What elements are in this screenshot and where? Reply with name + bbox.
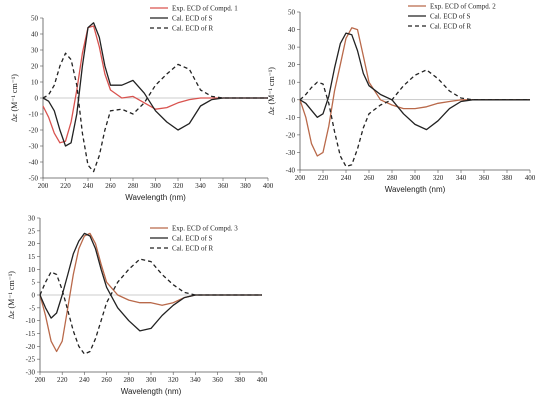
legend-label-1: Exp. ECD of Compd. 3 [172, 225, 238, 233]
x-tick-label: 380 [240, 182, 251, 190]
series-line-1 [39, 232, 262, 353]
legend-label-1: Exp. ECD of Compd. 2 [430, 3, 496, 11]
y-tick-label: -10 [286, 114, 296, 122]
series-line-2 [42, 22, 268, 147]
chart-panel-3: 200 220 240 260 280 300 320 340 360 380 400 30 25 20 1… [7, 215, 268, 397]
legend-label-2: Cal. ECD of S [430, 13, 471, 21]
y-tick-label: -40 [286, 167, 296, 175]
y-axis-title: Δε (M⁻¹ cm⁻¹) [267, 67, 276, 115]
x-tick-label: 340 [456, 174, 467, 182]
y-tick-label: -30 [29, 143, 39, 151]
y-axis-title: Δε (M⁻¹ cm⁻¹) [10, 74, 19, 122]
series-line-3 [42, 52, 268, 173]
x-tick-label: 260 [101, 376, 112, 384]
x-tick-label: 300 [150, 182, 161, 190]
x-tick-label: 280 [128, 182, 139, 190]
x-tick-label: 300 [146, 376, 157, 384]
y-tick-label: 10 [31, 79, 39, 87]
series-line-1 [42, 25, 268, 144]
y-tick-label: -50 [29, 175, 39, 183]
y-tick-label: 0 [292, 96, 296, 104]
x-tick-label: 400 [263, 182, 274, 190]
x-tick-label: 400 [257, 376, 268, 384]
y-tick-label: -10 [29, 111, 39, 119]
series-line-1 [299, 27, 530, 157]
x-tick-label: 240 [79, 376, 90, 384]
y-tick-label: 30 [28, 215, 36, 223]
x-tick-label: 380 [502, 174, 513, 182]
y-tick-label: 15 [28, 253, 36, 261]
x-axis-title: Wavelength (nm) [121, 387, 182, 396]
y-tick-label: -30 [26, 369, 36, 377]
y-tick-label: 20 [288, 61, 296, 69]
y-tick-label: -20 [29, 127, 39, 135]
x-tick-label: 340 [195, 182, 206, 190]
series-line-2 [299, 32, 530, 131]
x-tick-label: 300 [410, 174, 421, 182]
y-tick-label: 20 [28, 240, 36, 248]
chart-panel-2: 200 220 240 260 280 300 320 340 360 380 4005040302… [267, 3, 536, 195]
legend-label-2: Cal. ECD of S [172, 235, 213, 243]
y-tick-label: 0 [35, 95, 39, 103]
x-tick-label: 200 [35, 376, 46, 384]
y-tick-label: 20 [31, 63, 39, 71]
x-tick-label: 220 [57, 376, 68, 384]
y-tick-label: -30 [286, 149, 296, 157]
y-tick-label: -40 [29, 159, 39, 167]
legend-label-3: Cal. ECD of R [430, 23, 472, 31]
x-axis-title: Wavelength (nm) [385, 185, 446, 194]
y-tick-label: 30 [288, 44, 296, 52]
x-tick-label: 260 [105, 182, 116, 190]
y-tick-label: 5 [32, 279, 36, 287]
x-tick-label: 380 [235, 376, 246, 384]
x-tick-label: 360 [218, 182, 229, 190]
legend-label-2: Cal. ECD of S [172, 15, 213, 23]
y-tick-label: 50 [31, 15, 39, 23]
y-tick-label: 50 [288, 9, 296, 17]
y-tick-label: -20 [286, 131, 296, 139]
legend-label-1: Exp. ECD of Compd. 1 [172, 5, 238, 13]
x-tick-label: 200 [295, 174, 306, 182]
chart-panel-1: 200 220 240 260 280 300 320 340 360 380 4005040302… [10, 5, 274, 203]
y-tick-label: 30 [31, 47, 39, 55]
legend-label-3: Cal. ECD of R [172, 245, 214, 253]
x-tick-label: 360 [479, 174, 490, 182]
x-tick-label: 400 [525, 174, 536, 182]
series-line-3 [299, 69, 530, 168]
series-line-3 [39, 258, 262, 355]
x-axis-title: Wavelength (nm) [125, 193, 186, 202]
y-tick-label: -25 [26, 356, 36, 364]
x-tick-label: 360 [212, 376, 223, 384]
x-tick-label: 200 [38, 182, 49, 190]
y-tick-label: 10 [28, 266, 36, 274]
x-tick-label: 280 [387, 174, 398, 182]
x-tick-label: 220 [60, 182, 71, 190]
x-tick-label: 320 [173, 182, 184, 190]
x-tick-label: 240 [341, 174, 352, 182]
y-tick-label: 40 [288, 26, 296, 34]
x-tick-label: 340 [190, 376, 201, 384]
y-tick-label: -10 [26, 317, 36, 325]
y-tick-label: -20 [26, 343, 36, 351]
y-tick-label: -5 [29, 304, 35, 312]
y-tick-label: 10 [288, 79, 296, 87]
y-tick-label: 0 [32, 292, 36, 300]
y-axis-title: Δε (M⁻¹ cm⁻¹) [7, 271, 16, 319]
legend-label-3: Cal. ECD of R [172, 25, 214, 33]
x-tick-label: 220 [318, 174, 329, 182]
x-tick-label: 240 [83, 182, 94, 190]
y-tick-label: 40 [31, 31, 39, 39]
x-tick-label: 280 [124, 376, 135, 384]
y-tick-label: 25 [28, 227, 36, 235]
y-tick-label: -15 [26, 330, 36, 338]
x-tick-label: 320 [168, 376, 179, 384]
x-tick-label: 320 [433, 174, 444, 182]
x-tick-label: 260 [364, 174, 375, 182]
